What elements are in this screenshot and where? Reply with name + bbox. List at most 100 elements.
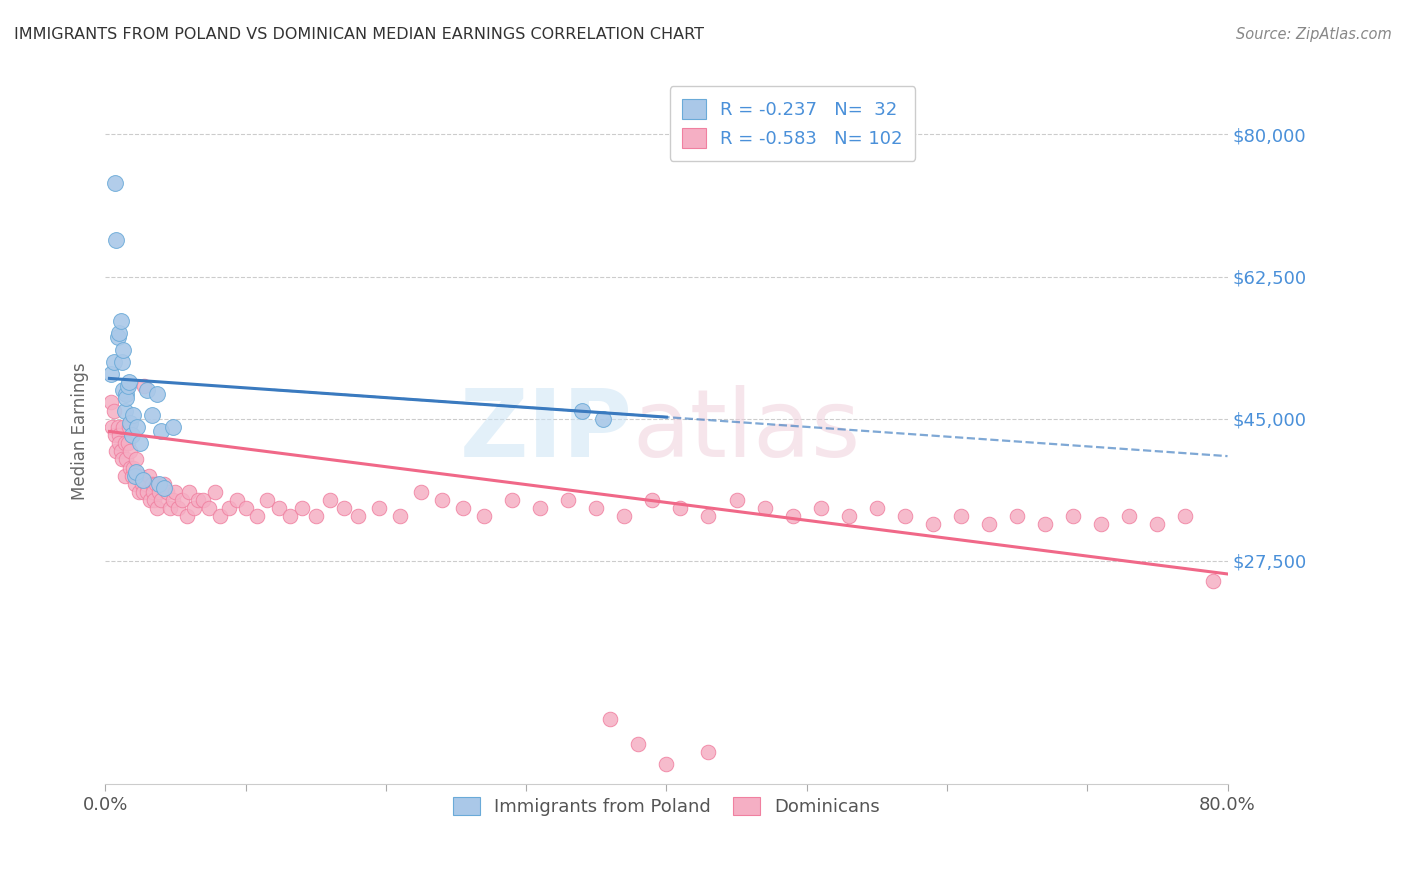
Point <box>176 509 198 524</box>
Point <box>697 509 720 524</box>
Point <box>291 501 314 516</box>
Point <box>142 484 165 499</box>
Point <box>167 501 190 516</box>
Point <box>114 436 136 450</box>
Point <box>754 501 776 516</box>
Point <box>115 452 138 467</box>
Point <box>124 476 146 491</box>
Point <box>120 416 142 430</box>
Point <box>129 436 152 450</box>
Point <box>143 493 166 508</box>
Point <box>367 501 389 516</box>
Point <box>269 501 291 516</box>
Point <box>1005 509 1028 524</box>
Point <box>627 737 650 751</box>
Point <box>557 493 579 508</box>
Point <box>121 468 143 483</box>
Point <box>894 509 917 524</box>
Point <box>100 395 122 409</box>
Point <box>115 392 138 406</box>
Point <box>111 355 134 369</box>
Point <box>114 403 136 417</box>
Point <box>105 233 128 247</box>
Point <box>138 468 160 483</box>
Point <box>141 408 163 422</box>
Point <box>346 509 368 524</box>
Point <box>122 460 145 475</box>
Point <box>187 493 209 508</box>
Point <box>599 713 621 727</box>
Point <box>585 501 607 516</box>
Point <box>120 444 142 458</box>
Point <box>114 468 136 483</box>
Point <box>131 476 153 491</box>
Point <box>108 326 131 341</box>
Point <box>153 481 176 495</box>
Point <box>121 428 143 442</box>
Point <box>127 420 149 434</box>
Point <box>1033 517 1056 532</box>
Point <box>148 484 170 499</box>
Point <box>1174 509 1197 524</box>
Point <box>108 436 131 450</box>
Point <box>669 501 692 516</box>
Point <box>104 428 127 442</box>
Point <box>132 484 155 499</box>
Text: Source: ZipAtlas.com: Source: ZipAtlas.com <box>1236 27 1392 42</box>
Point <box>141 476 163 491</box>
Point <box>451 501 474 516</box>
Point <box>129 468 152 483</box>
Point <box>198 501 221 516</box>
Point <box>838 509 860 524</box>
Point <box>105 444 128 458</box>
Point <box>613 509 636 524</box>
Point <box>332 501 354 516</box>
Point <box>125 452 148 467</box>
Point <box>139 493 162 508</box>
Point <box>697 745 720 759</box>
Point <box>108 428 131 442</box>
Point <box>156 484 179 499</box>
Point <box>949 509 972 524</box>
Point <box>107 330 129 344</box>
Point <box>179 484 201 499</box>
Point <box>165 484 187 499</box>
Point <box>388 509 411 524</box>
Point <box>204 484 226 499</box>
Point <box>501 493 523 508</box>
Point <box>810 501 832 516</box>
Point <box>107 420 129 434</box>
Point <box>150 424 173 438</box>
Point <box>128 484 150 499</box>
Point <box>226 493 249 508</box>
Point <box>641 493 664 508</box>
Point <box>103 355 125 369</box>
Point <box>117 436 139 450</box>
Point <box>124 468 146 483</box>
Point <box>472 509 495 524</box>
Point <box>256 493 278 508</box>
Point <box>162 493 184 508</box>
Point <box>122 408 145 422</box>
Point <box>655 757 678 772</box>
Point <box>529 501 551 516</box>
Point <box>159 501 181 516</box>
Point <box>977 517 1000 532</box>
Point <box>246 509 269 524</box>
Point <box>922 517 945 532</box>
Point <box>146 501 169 516</box>
Point <box>193 493 215 508</box>
Point <box>104 176 127 190</box>
Text: IMMIGRANTS FROM POLAND VS DOMINICAN MEDIAN EARNINGS CORRELATION CHART: IMMIGRANTS FROM POLAND VS DOMINICAN MEDI… <box>14 27 704 42</box>
Point <box>103 403 125 417</box>
Point <box>110 444 132 458</box>
Point <box>112 384 135 398</box>
Point <box>1062 509 1084 524</box>
Point <box>1118 509 1140 524</box>
Point <box>132 473 155 487</box>
Point <box>112 343 135 357</box>
Point <box>1090 517 1112 532</box>
Point <box>111 452 134 467</box>
Point <box>409 484 432 499</box>
Point <box>1146 517 1168 532</box>
